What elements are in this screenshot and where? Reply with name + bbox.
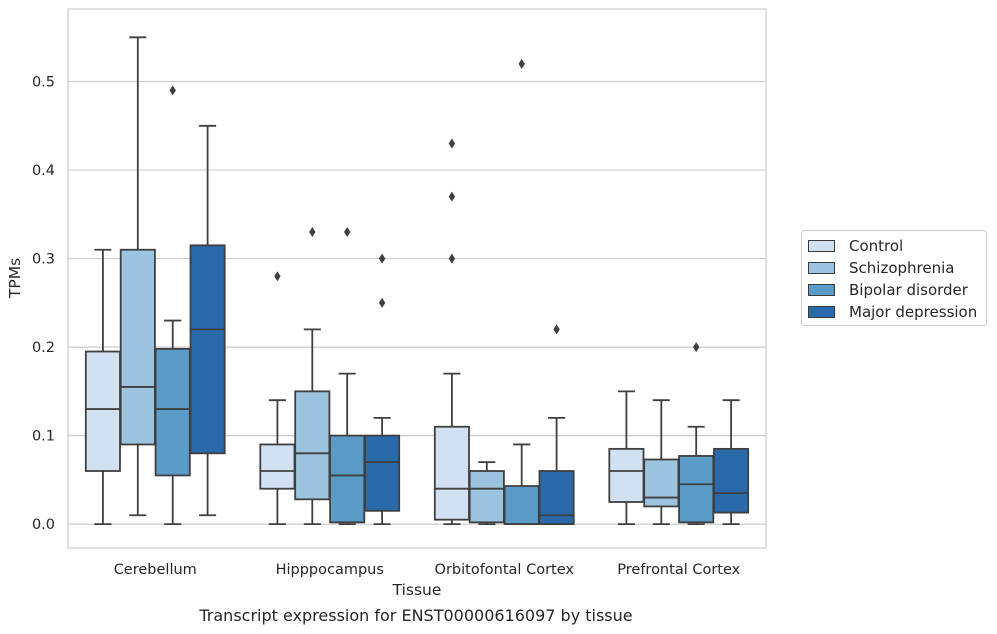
legend-item-major-depression: Major depression [808, 302, 977, 322]
box-1-0 [119, 36, 156, 517]
legend-swatch-major-depression [808, 306, 835, 318]
box-iqr [329, 434, 366, 524]
box-3-3 [713, 399, 750, 526]
box-0-2 [433, 138, 470, 526]
box-iqr [294, 390, 331, 501]
outlier-marker [378, 253, 386, 264]
outlier-marker [448, 191, 456, 202]
legend: Control Schizophrenia Bipolar disorder M… [801, 230, 987, 326]
legend-label-bipolar-disorder: Bipolar disorder [849, 281, 968, 299]
x-tick-label: Cerebellum [114, 562, 197, 578]
x-tick-label: Prefrontal Cortex [617, 562, 740, 578]
outlier-marker [448, 138, 456, 149]
outlier-marker [518, 58, 525, 69]
box-iqr [154, 347, 191, 477]
box-iqr [503, 485, 540, 526]
figure-caption: Transcript expression for ENST0000061609… [199, 606, 633, 625]
x-axis-label: Tissue [392, 581, 442, 599]
legend-item-bipolar-disorder: Bipolar disorder [808, 280, 968, 300]
box-iqr [713, 447, 750, 514]
box-iqr [84, 350, 121, 472]
box-iqr [468, 470, 505, 524]
box-0-3 [608, 390, 645, 526]
box-3-0 [189, 124, 226, 517]
legend-swatch-schizophrenia [808, 262, 835, 274]
box-iqr [119, 248, 156, 446]
box-iqr [678, 455, 715, 524]
box-iqr [364, 434, 401, 512]
box-3-1 [364, 253, 401, 526]
legend-label-control: Control [849, 237, 904, 255]
box-1-3 [643, 399, 680, 526]
box-iqr [189, 244, 226, 455]
legend-label-major-depression: Major depression [849, 303, 978, 321]
legend-item-control: Control [808, 236, 903, 256]
outlier-marker [274, 271, 281, 282]
box-iqr [259, 443, 296, 490]
box-0-1 [259, 271, 296, 526]
legend-swatch-control [808, 240, 835, 252]
legend-item-schizophrenia: Schizophrenia [808, 258, 954, 278]
box-0-0 [84, 248, 121, 526]
legend-swatch-bipolar-disorder [808, 284, 835, 296]
outlier-marker [693, 342, 700, 353]
y-tick-label: 0.1 [32, 429, 55, 445]
outlier-marker [169, 85, 176, 96]
box-2-1 [329, 227, 366, 526]
outlier-marker [309, 227, 316, 238]
y-tick-label: 0.4 [32, 163, 55, 179]
box-1-2 [468, 461, 505, 526]
box-2-3 [678, 342, 715, 526]
box-1-1 [294, 227, 331, 526]
box-2-0 [154, 85, 191, 526]
box-iqr [608, 447, 645, 503]
box-iqr [643, 458, 680, 508]
tick-labels: 0.0 0.1 0.2 0.3 0.4 0.5 Cerebellum Hipppocampus… [32, 75, 741, 578]
boxes [84, 36, 750, 526]
outlier-marker [448, 253, 456, 264]
outlier-marker [344, 227, 351, 238]
box-3-2 [538, 324, 575, 526]
plot-frame [67, 8, 767, 549]
box-iqr [433, 425, 470, 521]
y-tick-label: 0.2 [32, 340, 55, 356]
y-tick-label: 0.5 [32, 75, 55, 91]
x-tick-label: Hipppocampus [276, 562, 384, 578]
y-axis-label: TPMs [6, 258, 24, 299]
outlier-marker [553, 324, 560, 335]
x-tick-label: Orbitofontal Cortex [435, 562, 575, 578]
y-tick-label: 0.3 [32, 252, 55, 268]
legend-label-schizophrenia: Schizophrenia [849, 259, 955, 277]
y-tick-label: 0.0 [32, 517, 55, 533]
outlier-marker [378, 297, 386, 308]
box-2-2 [503, 58, 540, 526]
